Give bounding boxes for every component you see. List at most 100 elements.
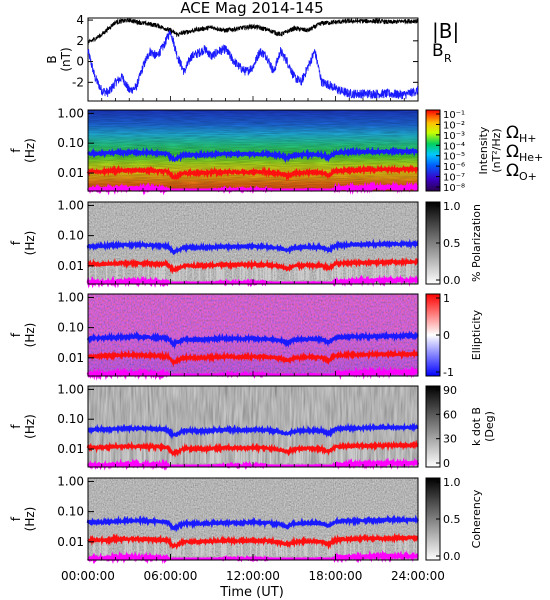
colorbar-scale <box>425 109 441 192</box>
y-axis-unit: (Hz) <box>23 231 37 256</box>
y-tick-label: 0.10 <box>57 136 84 150</box>
y-axis-label: B <box>45 55 59 63</box>
colorbar-label: k dot B <box>470 407 483 446</box>
y-tick-label: 1.00 <box>57 290 84 304</box>
y-axis-label: f <box>9 240 23 245</box>
colorbar-tick-label: 10⁻⁵ <box>443 152 465 163</box>
colorbar-tick-label: 1 <box>443 292 450 305</box>
legend-b-r: B <box>432 41 444 61</box>
colorbar-tick-label: 0 <box>443 457 450 470</box>
series-line-b-r <box>87 29 419 100</box>
y-tick-label: 0.01 <box>57 442 84 456</box>
gyrofrequency-h-plus-line <box>86 330 419 350</box>
colorbar-tick-label: 10⁻³ <box>443 131 465 142</box>
y-axis-title: f (Hz) <box>9 231 37 256</box>
colorbar-tick-label: 30 <box>443 433 457 446</box>
legend-h-plus-symbol: Ω <box>506 123 519 143</box>
legend-magnetic-field: |B|B R <box>432 19 459 65</box>
colorbar-title: Ellipticity <box>470 309 483 360</box>
colorbar-tick-label: 0.5 <box>443 237 461 250</box>
colorbar-tick-label: 10⁻⁸ <box>443 183 465 194</box>
x-axis-title: Time (UT) <box>219 585 284 600</box>
colorbar-title: Coherency <box>470 489 483 548</box>
colorbar-title: k dot B (Deg) <box>470 407 496 446</box>
colorbar: 1.0 0.5 0.0 % Polarization <box>425 200 483 287</box>
colorbar-tick-label: 10⁻⁴ <box>443 141 465 152</box>
colorbar-title: % Polarization <box>470 204 483 282</box>
y-tick-label: 1.00 <box>57 198 84 212</box>
y-tick-label: 1.00 <box>57 382 84 396</box>
chart-title: ACE Mag 2014-145 <box>180 0 323 17</box>
y-axis-label: f <box>9 332 23 337</box>
y-axis-label: f <box>9 516 23 521</box>
colorbar-unit: (Deg) <box>483 411 496 442</box>
colorbar-tick-label: -1 <box>443 366 454 379</box>
colorbar-tick-label: 0.5 <box>443 513 461 526</box>
colorbar-tick-label: 10⁻⁶ <box>443 162 465 173</box>
colorbar-tick-label: 0.0 <box>443 550 461 563</box>
gyrofrequency-he-plus-line <box>87 532 419 551</box>
panel-frame <box>87 17 419 102</box>
panel-magnetic-field: 420-2B (nT)|B|B R <box>45 13 459 102</box>
colorbar-label: % Polarization <box>470 204 483 282</box>
colorbar: 1.0 0.5 0.0 Coherency <box>425 476 483 563</box>
y-tick-label: 0.01 <box>57 259 84 273</box>
panel-coherency: 1.00 0.10 0.01 f (Hz) 1.0 0.5 0.0 Coherency <box>9 474 483 565</box>
colorbar-tick-label: 1.0 <box>443 200 461 213</box>
legend-b-total: |B| <box>432 19 459 43</box>
panel-ellipticity: 1.00 0.10 0.01 f (Hz) 1 0 -1 Ellipticity <box>9 290 483 381</box>
x-tick-label: 12:00:00 <box>226 569 280 583</box>
panel-polarization: 1.00 0.10 0.01 f (Hz) 1.0 0.5 0.0 % Polarization <box>9 198 483 289</box>
colorbar-tick-label: 1.0 <box>443 476 461 489</box>
gyrofrequency-he-plus-line <box>86 439 419 458</box>
colorbar-tick-label: 10⁻¹ <box>443 110 465 121</box>
legend-o-plus-symbol: Ω <box>506 161 519 181</box>
x-tick-label: 18:00:00 <box>309 569 363 583</box>
y-tick-label: 2 <box>76 34 84 48</box>
legend-b-r-subscript: R <box>444 52 452 65</box>
y-tick-label: 0.10 <box>57 505 84 519</box>
gyrofrequency-he-plus-line <box>87 348 419 367</box>
low-frequency-stripes <box>88 263 414 280</box>
gyrofrequency-h-plus-line <box>87 422 419 440</box>
x-tick-label: 24:00:00 <box>391 569 445 583</box>
colorbar-title: Intensity (nT²/Hz) <box>477 126 503 174</box>
colorbar-tick-label: 60 <box>443 408 457 421</box>
gyrofrequency-he-plus-line <box>87 256 419 275</box>
gyrofrequency-h-plus-line <box>86 514 419 533</box>
panel-k_dot_b: 1.00 0.10 0.01 f (Hz) 90 60 30 0 k dot B (Deg) <box>9 382 496 471</box>
legend-he-plus-symbol: Ω <box>506 142 519 162</box>
y-axis-title: B (nT) <box>45 47 73 71</box>
y-tick-label: 0.01 <box>57 535 84 549</box>
colorbar-tick-label: 0 <box>443 329 450 342</box>
y-axis-unit: (nT) <box>59 47 73 71</box>
y-tick-label: 4 <box>76 13 84 27</box>
y-tick-label: 0 <box>76 55 84 69</box>
colorbar-unit: (nT²/Hz) <box>490 128 503 172</box>
y-axis-unit: (Hz) <box>23 507 37 532</box>
x-tick-label: 00:00:00 <box>61 569 115 583</box>
colorbar-tick-label: 10⁻² <box>443 120 465 131</box>
colorbar: 10⁻¹10⁻²10⁻³10⁻⁴10⁻⁵10⁻⁶10⁻⁷10⁻⁸ Intensit… <box>425 109 503 194</box>
series-line-b-total <box>87 17 419 45</box>
panel-intensity: 1.000.100.01f (Hz)10⁻¹10⁻²10⁻³10⁻⁴10⁻⁵10⁻… <box>9 106 543 196</box>
legend-gyrofrequencies: Ω H+Ω He+Ω O+ <box>506 123 543 183</box>
colorbar-tick-label: 90 <box>443 384 457 397</box>
x-tick-label: 06:00:00 <box>144 569 198 583</box>
colorbar-tick-label: 0.0 <box>443 274 461 287</box>
y-tick-label: 0.01 <box>57 166 84 180</box>
y-axis-unit: (Hz) <box>23 323 37 348</box>
colorbar-label: Ellipticity <box>470 309 483 360</box>
y-axis-label: f <box>9 148 23 153</box>
y-tick-label: 0.10 <box>57 321 84 335</box>
legend-o-plus-subscript: O+ <box>519 170 537 183</box>
y-axis-title: f (Hz) <box>9 323 37 348</box>
y-tick-label: 1.00 <box>57 106 84 120</box>
y-axis-title: f (Hz) <box>9 138 37 163</box>
y-tick-label: 0.10 <box>57 229 84 243</box>
low-frequency-stripes <box>92 446 412 463</box>
y-tick-label: 0.01 <box>57 351 84 365</box>
gyrofrequency-h-plus-line <box>86 238 419 256</box>
gyrofrequency-he-plus-line <box>86 164 419 182</box>
gyrofrequency-h-plus-line <box>86 146 419 164</box>
